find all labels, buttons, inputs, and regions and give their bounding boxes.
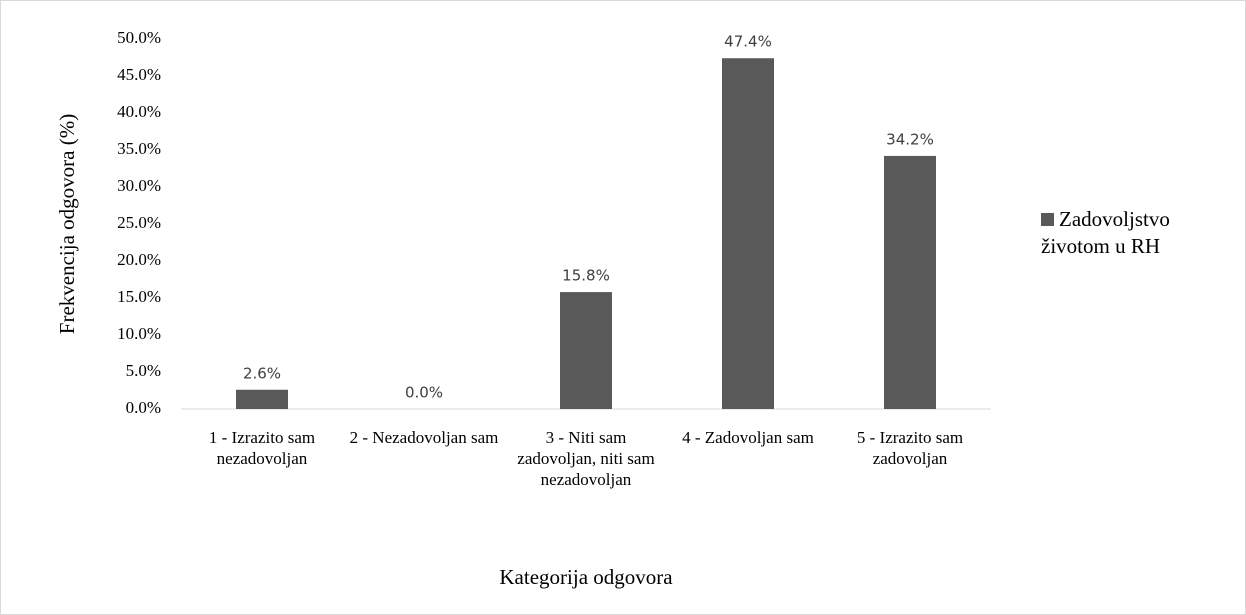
x-tick-label: 4 - Zadovoljan sam — [682, 428, 814, 447]
y-tick-label: 0.0% — [126, 398, 161, 417]
bar — [884, 155, 936, 409]
y-tick-label: 10.0% — [117, 324, 161, 343]
y-tick-label: 40.0% — [117, 102, 161, 121]
y-tick-label: 35.0% — [117, 139, 161, 158]
y-tick-label: 20.0% — [117, 250, 161, 269]
data-label: 2.6% — [243, 364, 281, 382]
x-axis-title: Kategorija odgovora — [499, 565, 673, 589]
bar — [236, 389, 288, 409]
y-tick-label: 15.0% — [117, 287, 161, 306]
y-axis-title: Frekvencija odgovora (%) — [55, 114, 79, 334]
y-tick-label: 30.0% — [117, 176, 161, 195]
x-tick-label: 5 - Izrazito sam zadovoljan — [856, 428, 964, 468]
bar — [560, 292, 612, 409]
y-tick-label: 25.0% — [117, 213, 161, 232]
data-label: 15.8% — [562, 267, 610, 285]
x-tick-label: 3 - Niti sam zadovoljan, niti sam nezado… — [517, 428, 655, 489]
y-tick-label: 50.0% — [117, 28, 161, 47]
data-label: 47.4% — [724, 33, 772, 51]
legend-label: Zadovoljstvo životom u RH — [1041, 207, 1170, 258]
x-tick-label: 1 - Izrazito sam nezadovoljan — [208, 428, 316, 468]
legend-swatch — [1041, 213, 1054, 226]
y-tick-label: 5.0% — [126, 361, 161, 380]
y-tick-label: 45.0% — [117, 65, 161, 84]
data-label: 0.0% — [405, 384, 443, 402]
data-label: 34.2% — [886, 130, 934, 148]
x-tick-label: 2 - Nezadovoljan sam — [349, 428, 499, 447]
legend: Zadovoljstvo životom u RH — [1041, 206, 1241, 260]
bar — [722, 58, 774, 410]
